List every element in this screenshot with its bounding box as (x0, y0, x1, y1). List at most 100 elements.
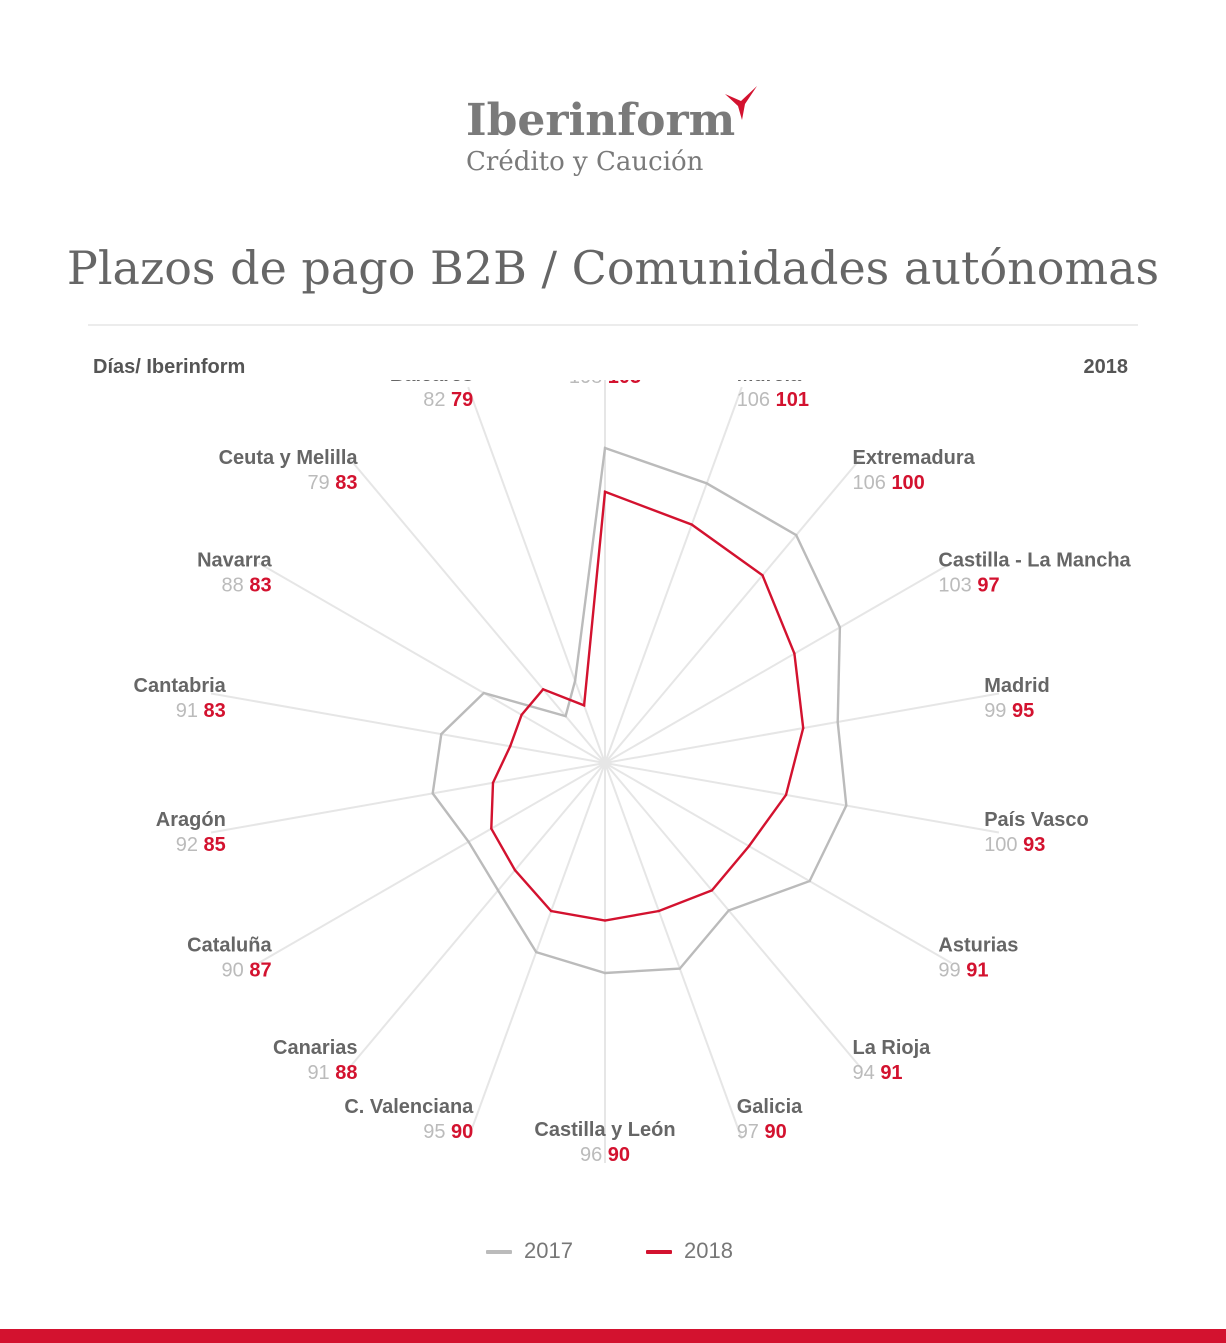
value-label-2018: 90 (765, 1121, 787, 1143)
legend-item-2018: 2018 (646, 1238, 733, 1268)
legend-label-2018: 2018 (684, 1238, 733, 1263)
category-label-canarias: Canarias (273, 1037, 358, 1059)
title-divider (88, 324, 1138, 326)
logo-name: Iberinform (466, 95, 736, 146)
point-2018-pais-vasco (784, 793, 788, 797)
axis-spoke-la-rioja (604, 762, 863, 1071)
category-label-asturias: Asturias (938, 935, 1018, 957)
value-labels-aragon: 92 85 (176, 834, 226, 856)
value-labels-baleares: 82 79 (423, 389, 473, 411)
value-label-2018: 83 (249, 575, 271, 597)
value-label-2018: 85 (204, 834, 226, 856)
value-label-2018: 103 (608, 380, 641, 388)
page-title: Plazos de pago B2B / Comunidades autónom… (66, 241, 1160, 295)
value-label-2017: 99 (938, 960, 966, 982)
axis-spoke-cataluna (258, 762, 606, 964)
value-label-2018: 91 (880, 1062, 902, 1084)
value-label-2017: 79 (307, 472, 335, 494)
logo-subtitle: Crédito y Caución (466, 147, 704, 177)
point-2018-aragon (491, 781, 495, 784)
value-labels-c-valenciana: 95 90 (423, 1121, 473, 1143)
axis-spoke-extremadura (604, 455, 863, 764)
value-labels-murcia: 106 101 (737, 389, 809, 411)
axis-spoke-navarra (258, 562, 606, 764)
value-label-2017: 95 (423, 1121, 451, 1143)
axis-spoke-canarias (347, 762, 606, 1071)
point-2017-andalucia (603, 446, 607, 450)
category-label-galicia: Galicia (737, 1096, 803, 1118)
axis-spoke-galicia (604, 762, 743, 1140)
value-label-2017: 91 (176, 700, 204, 722)
point-2018-la-rioja (710, 889, 714, 892)
point-2018-cantabria (509, 745, 512, 748)
value-label-2017: 97 (737, 1121, 765, 1143)
legend-swatch-2018 (646, 1250, 672, 1255)
point-2018-castilla-y-leon (603, 919, 607, 922)
value-label-2017: 92 (176, 834, 204, 856)
category-label-aragon: Aragón (156, 809, 226, 831)
point-2017-extremadura (795, 533, 798, 537)
point-2018-ceuta-y-melilla (541, 688, 545, 691)
category-label-castilla-y-leon: Castilla y León (534, 1119, 675, 1141)
point-2018-galicia (657, 909, 661, 913)
value-label-2017: 91 (307, 1062, 335, 1084)
value-label-2018: 101 (776, 389, 809, 411)
axis-spoke-aragon (210, 762, 606, 834)
value-labels-extremadura: 106 100 (853, 472, 925, 494)
category-label-cantabria: Cantabria (134, 675, 227, 697)
value-label-2017: 106 (737, 389, 776, 411)
point-2018-baleares (582, 704, 586, 707)
category-label-c-valenciana: C. Valenciana (344, 1096, 474, 1118)
value-label-2018: 87 (249, 960, 271, 982)
point-2018-castilla-la-mancha (793, 652, 796, 655)
category-label-baleares: Baleares (390, 380, 473, 386)
point-2017-navarra (482, 691, 485, 695)
point-2017-pais-vasco (845, 804, 848, 807)
category-label-castilla-la-mancha: Castilla - La Mancha (938, 550, 1131, 572)
point-2017-c-valenciana (535, 950, 538, 954)
footer-bar (0, 1329, 1226, 1343)
point-2018-madrid (802, 726, 805, 730)
value-labels-galicia: 97 90 (737, 1121, 787, 1143)
value-label-2018: 90 (451, 1121, 473, 1143)
point-2017-baleares (573, 679, 577, 682)
point-2018-cataluna (490, 827, 493, 830)
value-labels-madrid: 99 95 (984, 700, 1034, 722)
value-label-2017: 94 (853, 1062, 881, 1084)
point-2018-canarias (513, 869, 517, 872)
point-2018-extremadura (761, 574, 764, 577)
legend-item-2017: 2017 (486, 1238, 573, 1268)
value-label-2018: 95 (1012, 700, 1034, 722)
point-2017-castilla-y-leon (603, 971, 607, 975)
value-label-2017: 90 (222, 960, 250, 982)
value-labels-canarias: 91 88 (307, 1062, 357, 1084)
value-label-2018: 83 (204, 700, 226, 722)
axis-spoke-castilla-la-mancha (604, 562, 952, 764)
value-label-2017: 106 (853, 472, 892, 494)
category-label-cataluna: Cataluña (187, 935, 272, 957)
value-label-2018: 90 (608, 1144, 630, 1166)
value-label-2018: 100 (891, 472, 924, 494)
value-label-2018: 97 (977, 575, 999, 597)
point-2017-castilla-la-mancha (838, 626, 842, 629)
point-2018-murcia (690, 523, 693, 526)
value-labels-castilla-la-mancha: 103 97 (938, 575, 999, 597)
axis-spoke-pais-vasco (604, 762, 1000, 834)
series-line-2018 (490, 490, 805, 922)
point-2017-ceuta-y-melilla (564, 714, 567, 718)
value-labels-navarra: 88 83 (222, 575, 272, 597)
point-2017-la-rioja (727, 909, 730, 912)
year-label: 2018 (1083, 356, 1129, 378)
value-labels-ceuta-y-melilla: 79 83 (307, 472, 357, 494)
brand-logo: Iberinform Crédito y Caución (466, 86, 786, 186)
category-label-la-rioja: La Rioja (853, 1037, 932, 1059)
category-label-pais-vasco: País Vasco (984, 809, 1089, 831)
category-label-extremadura: Extremadura (853, 447, 976, 469)
point-2017-asturias (808, 879, 811, 883)
value-label-2018: 91 (966, 960, 988, 982)
point-2018-asturias (747, 844, 751, 848)
point-2017-galicia (678, 967, 681, 970)
point-2017-canarias (496, 889, 500, 892)
value-label-2017: 108 (569, 380, 608, 388)
point-2017-aragon (431, 792, 434, 795)
